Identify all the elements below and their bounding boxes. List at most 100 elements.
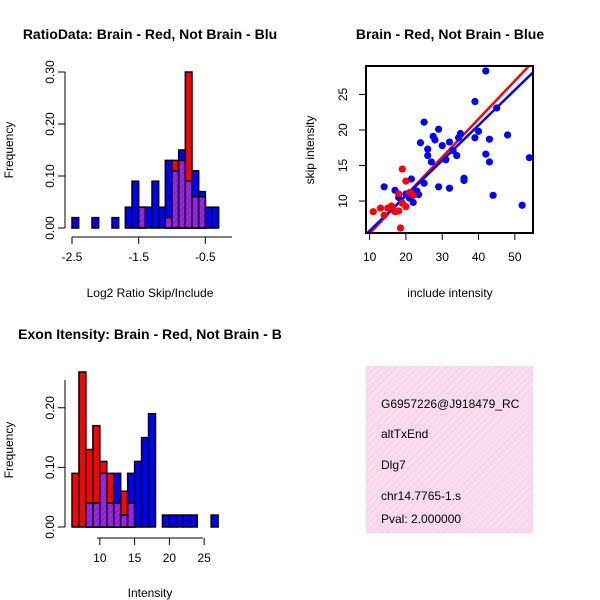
- x-tick-label: -0.5: [195, 250, 216, 264]
- info-event-type: altTxEnd: [381, 427, 428, 441]
- intensity-histogram-panel: Exon Itensity: Brain - Red, Not Brain - …: [2, 326, 282, 600]
- info-box-background: [366, 366, 533, 533]
- blue-point: [427, 158, 435, 166]
- intensity-hist-xlabel: Intensity: [128, 586, 173, 600]
- info-locus: chr14.7765-1.s: [381, 489, 461, 503]
- x-tick-label: 10: [363, 250, 377, 264]
- blue-bar: [175, 514, 185, 528]
- red-point: [398, 165, 406, 173]
- y-tick-label: 0.10: [43, 455, 57, 479]
- overlap-bar: [85, 502, 94, 528]
- blue-bar: [211, 206, 220, 229]
- overlap-bar: [177, 159, 187, 229]
- ratio-hist-bars: [71, 71, 220, 229]
- ratio-hist-ylabel: Frequency: [2, 122, 16, 179]
- intensity-hist-ticks: 10 15 20 25 0.00 0.10 0.20: [43, 396, 211, 565]
- intensity-hist-title: Exon Itensity: Brain - Red, Not Brain - …: [18, 326, 282, 342]
- blue-bar: [140, 436, 150, 528]
- info-panel: G6957226@J918479_RC altTxEnd Dlg7 chr14.…: [366, 366, 533, 533]
- y-tick-label: 25: [336, 87, 350, 101]
- overlap-bar: [164, 216, 173, 229]
- blue-point: [435, 183, 443, 191]
- blue-bar: [189, 514, 198, 528]
- blue-bar: [210, 514, 219, 528]
- overlap-bar: [191, 196, 200, 229]
- y-tick-label: 0.20: [43, 112, 57, 136]
- blue-bar: [168, 514, 178, 528]
- blue-point: [424, 145, 432, 153]
- x-tick-label: -2.5: [62, 250, 83, 264]
- blue-bar: [71, 216, 80, 229]
- red-point: [369, 208, 377, 216]
- blue-point: [460, 176, 468, 185]
- blue-point: [471, 134, 479, 142]
- y-tick-label: 20: [336, 123, 350, 137]
- x-tick-label: 30: [436, 250, 450, 264]
- info-gene-name: Dlg7: [381, 458, 406, 472]
- blue-point: [445, 138, 454, 146]
- scatter-points: [369, 67, 533, 232]
- blue-point: [453, 151, 461, 160]
- x-tick-label: 40: [472, 250, 486, 264]
- blue-point: [431, 136, 439, 144]
- scatter-panel: Brain - Red, Not Brain - Blue 10 20 30 40 50…: [303, 26, 544, 300]
- blue-bar: [147, 412, 157, 528]
- overlap-bar: [92, 502, 101, 528]
- x-tick-label: 50: [508, 250, 522, 264]
- scatter-ylabel: skip intensity: [303, 116, 317, 185]
- blue-point: [474, 127, 483, 135]
- y-tick-label: 0.00: [43, 216, 57, 240]
- red-point: [376, 204, 385, 212]
- x-tick-label: 10: [93, 551, 107, 565]
- blue-bar: [204, 206, 213, 229]
- blue-point: [482, 67, 490, 75]
- y-tick-label: 0.10: [43, 164, 57, 188]
- blue-point: [485, 158, 494, 166]
- red-bar: [78, 371, 87, 528]
- blue-bar: [144, 206, 153, 229]
- blue-point: [525, 154, 533, 162]
- x-tick-label: 20: [163, 551, 177, 565]
- blue-point: [471, 97, 479, 106]
- blue-regression-line: [366, 71, 533, 233]
- blue-bar: [161, 514, 171, 528]
- blue-point: [435, 125, 443, 133]
- blue-point: [420, 118, 428, 126]
- y-tick-label: 0.20: [43, 396, 57, 420]
- red-point: [396, 224, 405, 232]
- intensity-hist-bars: [71, 371, 219, 528]
- blue-bar: [124, 206, 133, 229]
- blue-point: [407, 175, 415, 183]
- blue-bar: [151, 180, 160, 229]
- overlap-bar: [197, 196, 207, 229]
- blue-bar: [111, 216, 120, 229]
- blue-bar: [157, 206, 167, 229]
- scatter-regression-lines: [366, 66, 533, 233]
- overlap-bar: [119, 514, 129, 528]
- blue-bar: [182, 514, 192, 528]
- blue-point: [482, 150, 490, 158]
- overlap-bar: [184, 180, 193, 229]
- red-point: [387, 202, 396, 210]
- ratio-hist-ticks: -2.5 -1.5 -0.5 0.00 0.10 0.20 0.30: [43, 60, 216, 264]
- blue-point: [416, 139, 425, 147]
- blue-point: [380, 183, 388, 191]
- blue-point: [438, 141, 446, 150]
- red-point: [409, 191, 417, 199]
- blue-point: [456, 129, 464, 138]
- overlap-bar: [171, 170, 180, 229]
- blue-point: [415, 191, 423, 199]
- info-pval: Pval: 2.000000: [381, 512, 461, 526]
- blue-point: [409, 198, 417, 207]
- y-tick-label: 0.30: [43, 60, 57, 84]
- blue-point: [442, 156, 450, 164]
- blue-bar: [133, 460, 143, 528]
- red-point: [395, 190, 403, 198]
- blue-point: [445, 184, 454, 192]
- blue-point: [503, 131, 512, 139]
- blue-point: [489, 191, 497, 199]
- scatter-title: Brain - Red, Not Brain - Blue: [356, 26, 544, 42]
- red-bar: [71, 472, 80, 528]
